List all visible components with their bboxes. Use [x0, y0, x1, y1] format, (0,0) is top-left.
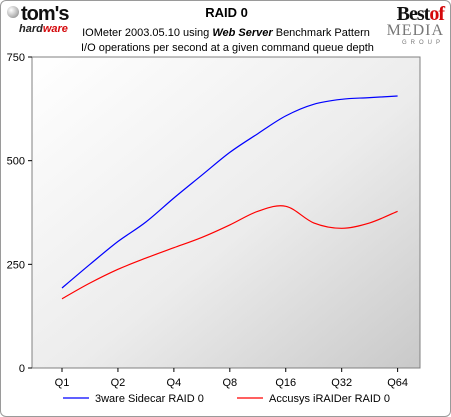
x-tick-label: Q1 [55, 377, 70, 389]
x-tick-label: Q16 [275, 377, 296, 389]
chart-subtitle-2: I/O operations per second at a given com… [81, 42, 374, 54]
logo-sub-text: hardware [19, 23, 68, 35]
x-tick-label: Q64 [387, 377, 408, 389]
series-line-1 [61, 95, 398, 289]
y-tick-label: 0 [19, 363, 25, 375]
logo-best-of: Bestof [396, 3, 445, 25]
chart-subtitle: IOMeter 2003.05.10 using Web Server Benc… [82, 27, 370, 39]
best-of-media-logo: Bestof MEDIA GROUP [382, 3, 445, 49]
logo-media: MEDIA [386, 22, 444, 39]
legend-label-2: Accusys iRAIDer RAID 0 [269, 393, 390, 405]
y-tick-label: 250 [7, 259, 25, 271]
legend-label-1: 3ware Sidecar RAID 0 [95, 393, 204, 405]
logo-group: GROUP [401, 40, 444, 46]
toms-hardware-logo: tom's hardware [7, 3, 91, 39]
logo-main-text: tom's [21, 3, 70, 25]
x-tick-label: Q8 [222, 377, 237, 389]
series-line-2 [61, 205, 398, 300]
logo-ball-icon [7, 6, 19, 18]
x-tick-label: Q2 [111, 377, 126, 389]
chart-title: RAID 0 [205, 5, 248, 20]
x-tick-label: Q32 [331, 377, 352, 389]
plot-area [31, 56, 421, 369]
y-tick-label: 750 [7, 52, 25, 64]
y-tick-label: 500 [7, 156, 25, 168]
x-tick-label: Q4 [167, 377, 182, 389]
